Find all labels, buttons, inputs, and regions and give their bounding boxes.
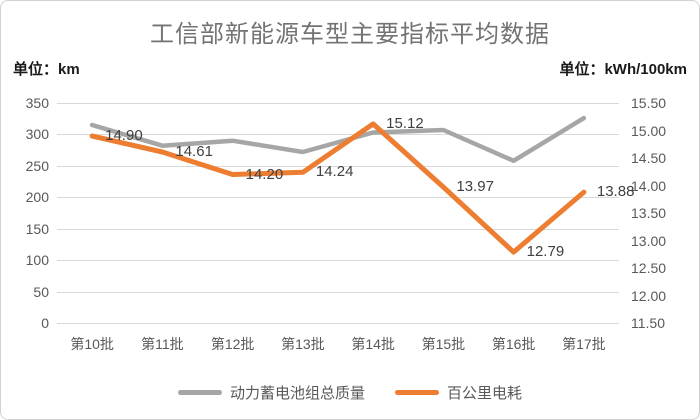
legend: 动力蓄电池组总质量 百公里电耗 bbox=[1, 381, 699, 403]
left-axis-unit-label: 单位：km bbox=[13, 61, 80, 78]
right-axis-tick: 12.00 bbox=[631, 287, 667, 304]
left-axis-tick: 350 bbox=[25, 95, 49, 111]
left-axis-tick: 100 bbox=[25, 252, 49, 269]
data-label: 14.61 bbox=[175, 142, 213, 160]
legend-line-swatch bbox=[177, 389, 222, 395]
gridline bbox=[57, 323, 619, 324]
series-line-energy-consumption bbox=[89, 121, 587, 255]
x-axis-label: 第11批 bbox=[141, 336, 184, 352]
left-axis-tick: 50 bbox=[33, 283, 49, 300]
right-axis-tick: 13.00 bbox=[631, 232, 667, 249]
x-axis-label: 第17批 bbox=[562, 336, 606, 352]
right-axis-tick: 15.50 bbox=[631, 95, 667, 111]
right-axis-tick: 14.50 bbox=[631, 150, 667, 166]
gridline bbox=[57, 134, 619, 136]
legend-label: 百公里电耗 bbox=[447, 384, 523, 402]
left-axis-tick: 200 bbox=[25, 189, 49, 206]
series-line-battery-mass bbox=[89, 115, 587, 164]
left-axis-tick: 300 bbox=[25, 126, 49, 143]
x-axis-label: 第16批 bbox=[491, 336, 536, 352]
data-label: 14.20 bbox=[245, 165, 284, 183]
x-axis-label: 第14批 bbox=[351, 336, 395, 352]
gridline bbox=[57, 228, 619, 230]
data-label: 14.90 bbox=[105, 127, 143, 144]
gridline bbox=[57, 103, 619, 104]
right-axis-tick: 15.00 bbox=[631, 122, 667, 139]
legend-label: 动力蓄电池组总质量 bbox=[229, 384, 365, 402]
right-axis-tick: 14.00 bbox=[631, 177, 667, 194]
chart-title: 工信部新能源车型主要指标平均数据 bbox=[150, 21, 550, 48]
x-axis-label: 第13批 bbox=[281, 336, 325, 352]
right-axis-tick: 13.50 bbox=[631, 205, 667, 221]
left-axis-tick: 150 bbox=[25, 220, 49, 237]
data-label: 13.97 bbox=[456, 178, 494, 196]
gridline bbox=[57, 197, 619, 199]
data-label: 13.88 bbox=[596, 183, 635, 201]
gridline bbox=[57, 260, 619, 262]
left-axis-tick: 0 bbox=[41, 315, 49, 331]
x-axis-label: 第10批 bbox=[70, 336, 114, 352]
left-axis-tick: 250 bbox=[25, 157, 49, 174]
x-axis-label: 第12批 bbox=[210, 336, 255, 352]
legend-item: 动力蓄电池组总质量 bbox=[177, 382, 365, 403]
gridline bbox=[57, 291, 619, 293]
x-axis-label: 第15批 bbox=[421, 336, 466, 352]
data-label: 15.12 bbox=[386, 114, 424, 132]
gridline bbox=[57, 165, 619, 167]
right-axis-unit-label: 单位：kWh/100km bbox=[559, 61, 687, 78]
right-axis-tick: 12.50 bbox=[631, 260, 667, 276]
legend-item: 百公里电耗 bbox=[395, 382, 522, 403]
legend-line-swatch bbox=[395, 389, 439, 395]
right-axis-tick: 11.50 bbox=[631, 315, 665, 331]
data-label: 12.79 bbox=[526, 243, 565, 261]
data-label: 14.24 bbox=[315, 163, 354, 181]
